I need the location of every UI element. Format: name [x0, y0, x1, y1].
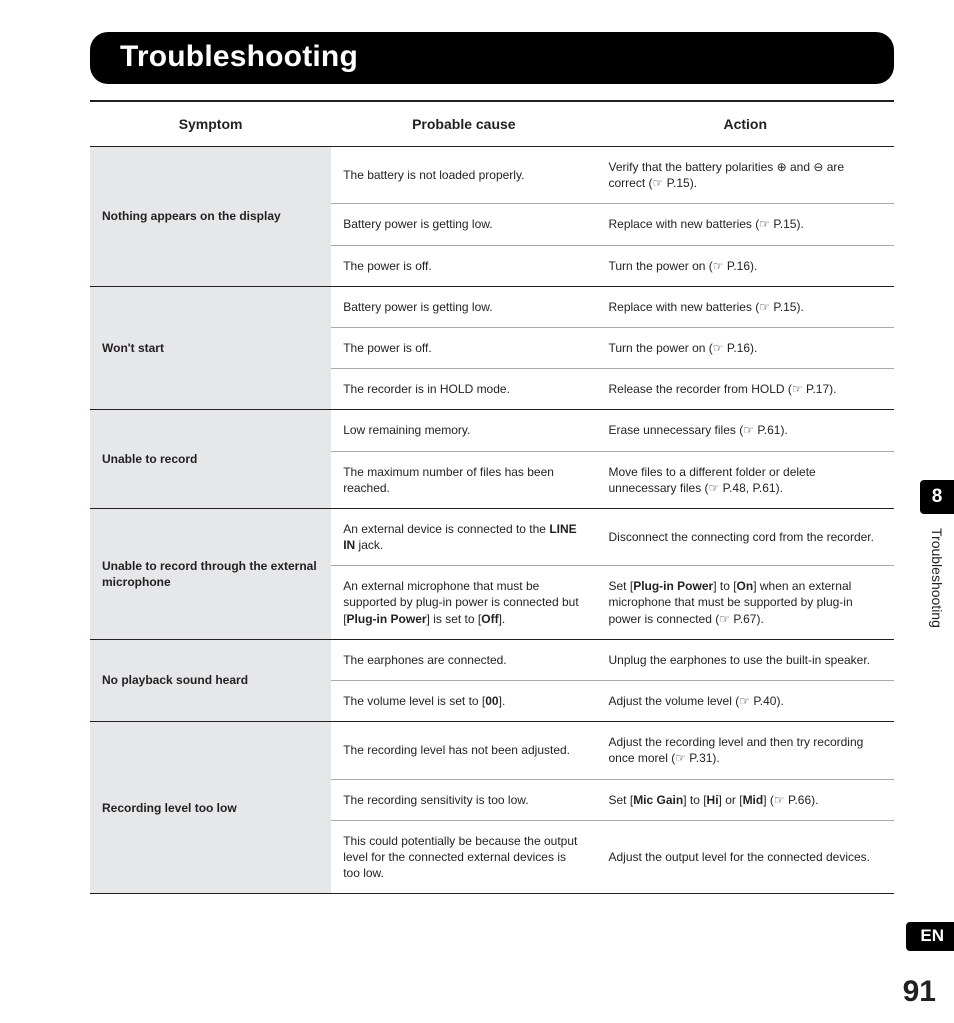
chapter-tab: 8	[920, 480, 954, 514]
cause-cell: Battery power is getting low.	[331, 204, 596, 245]
page-number: 91	[903, 975, 936, 1009]
cause-cell: The power is off.	[331, 245, 596, 286]
table-row: Nothing appears on the displayThe batter…	[90, 147, 894, 204]
cause-cell: An external microphone that must be supp…	[331, 566, 596, 640]
action-cell: Set [Plug-in Power] to [On] when an exte…	[597, 566, 895, 640]
table-row: Unable to recordLow remaining memory.Era…	[90, 410, 894, 451]
cause-cell: The earphones are connected.	[331, 639, 596, 680]
col-symptom: Symptom	[90, 101, 331, 147]
troubleshooting-table: Symptom Probable cause Action Nothing ap…	[90, 100, 894, 894]
cause-cell: The volume level is set to [00].	[331, 681, 596, 722]
cause-cell: The recording level has not been adjuste…	[331, 722, 596, 779]
symptom-cell: Nothing appears on the display	[90, 147, 331, 287]
cause-cell: Battery power is getting low.	[331, 286, 596, 327]
action-cell: Move files to a different folder or dele…	[597, 451, 895, 508]
page-title: Troubleshooting	[120, 40, 358, 73]
manual-page: Troubleshooting Symptom Probable cause A…	[0, 0, 954, 1023]
cause-cell: The recorder is in HOLD mode.	[331, 369, 596, 410]
table-row: Recording level too lowThe recording lev…	[90, 722, 894, 779]
action-cell: Release the recorder from HOLD (☞ P.17).	[597, 369, 895, 410]
cause-cell: The recording sensitivity is too low.	[331, 779, 596, 820]
symptom-cell: Unable to record	[90, 410, 331, 509]
action-cell: Replace with new batteries (☞ P.15).	[597, 204, 895, 245]
action-cell: Adjust the volume level (☞ P.40).	[597, 681, 895, 722]
cause-cell: This could potentially be because the ou…	[331, 820, 596, 894]
action-cell: Replace with new batteries (☞ P.15).	[597, 286, 895, 327]
page-title-bar: Troubleshooting	[90, 32, 894, 84]
table-row: Won't startBattery power is getting low.…	[90, 286, 894, 327]
action-cell: Disconnect the connecting cord from the …	[597, 508, 895, 565]
language-tab: EN	[906, 922, 954, 951]
action-cell: Adjust the recording level and then try …	[597, 722, 895, 779]
action-cell: Verify that the battery polarities ⊕ and…	[597, 147, 895, 204]
action-cell: Erase unnecessary files (☞ P.61).	[597, 410, 895, 451]
symptom-cell: No playback sound heard	[90, 639, 331, 721]
action-cell: Turn the power on (☞ P.16).	[597, 327, 895, 368]
cause-cell: The power is off.	[331, 327, 596, 368]
symptom-cell: Won't start	[90, 286, 331, 410]
table-row: Unable to record through the external mi…	[90, 508, 894, 565]
symptom-cell: Recording level too low	[90, 722, 331, 894]
cause-cell: An external device is connected to the L…	[331, 508, 596, 565]
table-body: Nothing appears on the displayThe batter…	[90, 147, 894, 894]
table-header-row: Symptom Probable cause Action	[90, 101, 894, 147]
table-row: No playback sound heardThe earphones are…	[90, 639, 894, 680]
action-cell: Turn the power on (☞ P.16).	[597, 245, 895, 286]
action-cell: Unplug the earphones to use the built-in…	[597, 639, 895, 680]
symptom-cell: Unable to record through the external mi…	[90, 508, 331, 639]
action-cell: Adjust the output level for the connecte…	[597, 820, 895, 894]
action-cell: Set [Mic Gain] to [Hi] or [Mid] (☞ P.66)…	[597, 779, 895, 820]
language-code: EN	[920, 926, 944, 945]
col-cause: Probable cause	[331, 101, 596, 147]
chapter-label-text: Troubleshooting	[929, 524, 945, 628]
cause-cell: Low remaining memory.	[331, 410, 596, 451]
cause-cell: The maximum number of files has been rea…	[331, 451, 596, 508]
chapter-label: Troubleshooting	[920, 524, 954, 684]
cause-cell: The battery is not loaded properly.	[331, 147, 596, 204]
col-action: Action	[597, 101, 895, 147]
chapter-number: 8	[932, 486, 943, 508]
